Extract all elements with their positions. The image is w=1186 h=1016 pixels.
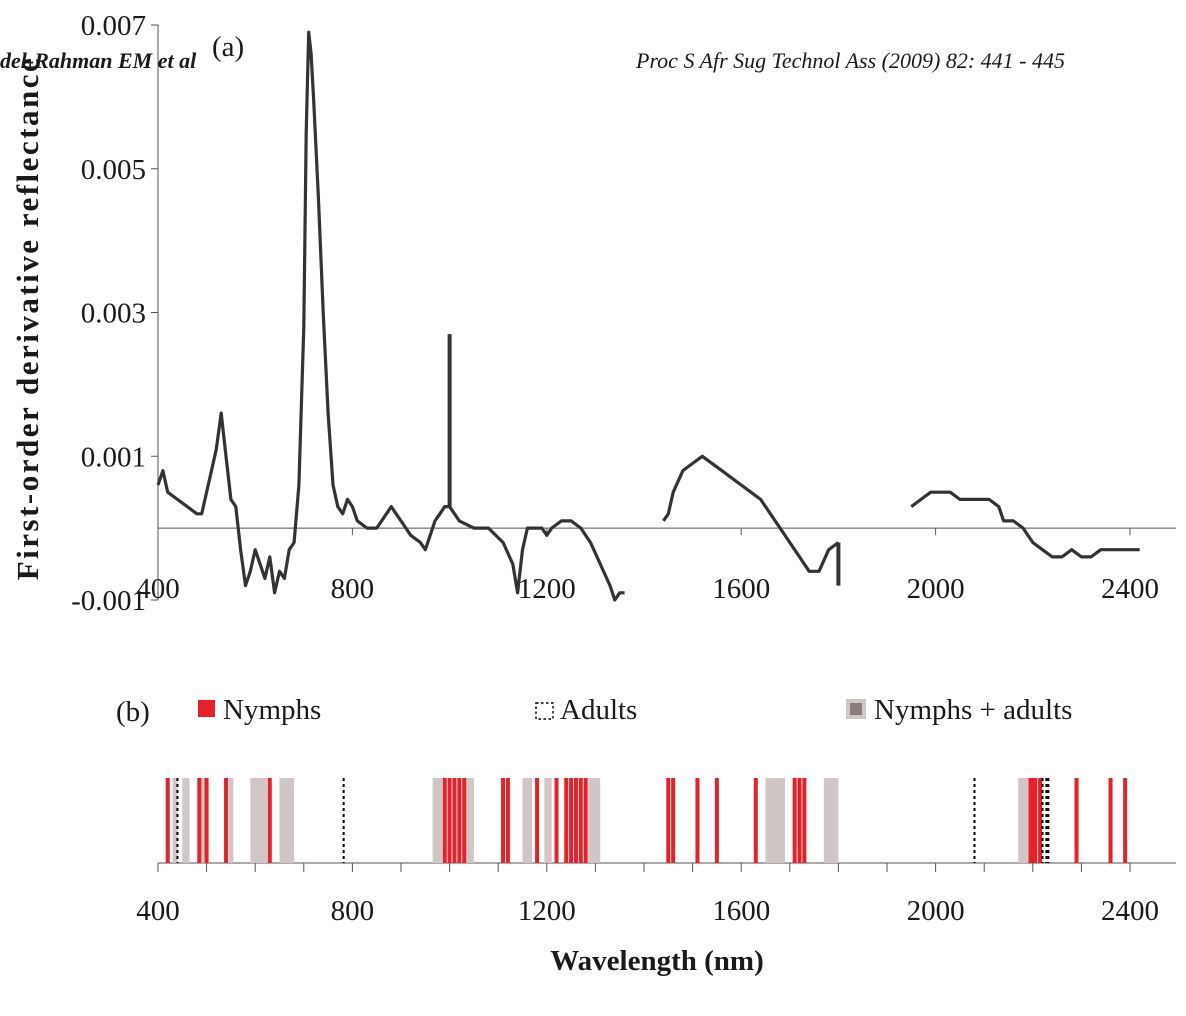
x-tick-label: 2400	[1101, 573, 1159, 605]
nymphs-adults-band	[1018, 778, 1028, 863]
band-layer	[172, 778, 1028, 863]
y-tick-label: 0.005	[81, 154, 146, 186]
nymphs-adults-band	[260, 778, 268, 863]
nymphs-band-line	[462, 778, 467, 863]
spectrum-line-segment	[910, 490, 1140, 559]
nymphs-band-line	[1108, 778, 1113, 863]
b-x-tick-label: 2000	[907, 895, 965, 927]
nymphs-band-line	[197, 778, 202, 863]
nymphs-adults-band	[279, 778, 295, 863]
nymphs-band-line	[224, 778, 229, 863]
x-tick-label: 1600	[712, 573, 770, 605]
nymphs-adults-band	[228, 778, 234, 863]
nymphs-adults-band	[464, 778, 474, 863]
nymphs-band-line	[1074, 778, 1079, 863]
legend-label-nymphs-adults: Nymphs + adults	[874, 694, 1072, 726]
header-citation: Proc S Afr Sug Technol Ass (2009) 82: 44…	[636, 48, 1065, 73]
nymphs-adults-band	[199, 778, 207, 863]
nymphs-band-line	[267, 778, 272, 863]
nymphs-band-line	[792, 778, 797, 863]
b-x-ticks: 400 800 1200 1600 2000 2400	[136, 863, 1159, 927]
nymphs-adults-band	[522, 778, 533, 863]
nymphs-band-line	[797, 778, 802, 863]
nymphs-band-line	[442, 778, 447, 863]
nymphs-adults-band	[823, 778, 839, 863]
x-ticks: 400 800 1200 1600 2000 2400	[136, 528, 1159, 605]
nymphs-band-line	[554, 778, 559, 863]
nymphs-adults-band	[172, 778, 178, 863]
nymphs-band-line	[583, 778, 588, 863]
plot-area	[156, 30, 1140, 602]
nymphs-band-line	[753, 778, 758, 863]
y-axis-label: First-order derivative reflectance	[10, 56, 45, 581]
panel-a-label: (a)	[212, 31, 244, 63]
legend-label-adults: Adults	[560, 694, 637, 726]
nymphs-band-line	[564, 778, 569, 863]
nymphs-band-line	[165, 778, 170, 863]
spectrum-line-segment	[662, 454, 840, 573]
nymphs-band-line	[671, 778, 676, 863]
b-x-tick-label: 1600	[712, 895, 770, 927]
nymphs-band-line	[1033, 778, 1038, 863]
b-x-tick-label: 800	[331, 895, 375, 927]
b-x-tick-label: 1200	[518, 895, 576, 927]
nymphs-band-line	[569, 778, 574, 863]
nymphs-adults-band	[432, 778, 443, 863]
nymphs-adults-band	[250, 778, 261, 863]
spectrum-line-segment	[156, 30, 625, 602]
nymphs-adults-band	[182, 778, 190, 863]
y-tick-label: -0.001	[71, 585, 146, 617]
legend-label-nymphs: Nymphs	[223, 694, 321, 726]
nymphs-band-line	[1038, 778, 1043, 863]
legend-swatch-adults	[535, 702, 554, 720]
nymphs-adults-band	[588, 778, 601, 863]
y-tick-label: 0.003	[81, 298, 146, 330]
nymphs-band-line	[204, 778, 209, 863]
nymphs-band-line	[714, 778, 719, 863]
legend: Nymphs Adults Nymphs + adults	[198, 694, 1072, 726]
nymphs-band-line	[695, 778, 700, 863]
legend-swatch-nymphs-adults-inner	[850, 703, 862, 715]
nymphs-band-line	[505, 778, 510, 863]
nymphs-band-line	[666, 778, 671, 863]
nymphs-band-line	[802, 778, 807, 863]
nymphs-band-line	[1123, 778, 1128, 863]
x-axis-label: Wavelength (nm)	[550, 945, 763, 977]
nymphs-adults-band	[765, 778, 785, 863]
panel-b-label: (b)	[116, 696, 150, 728]
panel-a: First-order derivative reflectance (a) -…	[10, 10, 1176, 617]
nymphs-band-line	[447, 778, 452, 863]
b-x-tick-label: 2400	[1101, 895, 1159, 927]
legend-swatch-nymphs	[198, 700, 215, 717]
y-tick-label: 0.007	[81, 10, 146, 42]
panel-b: (b) Nymphs Adults Nymphs + adults 400 800…	[116, 694, 1176, 977]
nymphs-band-line	[573, 778, 578, 863]
y-ticks: -0.001 0.001 0.003 0.005 0.007	[71, 10, 158, 617]
nymphs-band-line	[578, 778, 583, 863]
nymphs-band-line	[535, 778, 540, 863]
nymphs-adults-band	[544, 778, 552, 863]
nymphs-band-line	[1028, 778, 1033, 863]
x-tick-label: 1200	[518, 573, 576, 605]
x-tick-label: 2000	[907, 573, 965, 605]
b-x-tick-label: 400	[136, 895, 180, 927]
y-tick-label: 0.001	[81, 441, 146, 473]
x-tick-label: 400	[136, 573, 180, 605]
nymphs-band-line	[1030, 778, 1035, 863]
nymphs-band-line	[457, 778, 462, 863]
nymphs-band-line	[501, 778, 506, 863]
x-tick-label: 800	[331, 573, 375, 605]
header-author: del-Rahman EM et al	[0, 48, 197, 73]
nymphs-band-line	[452, 778, 457, 863]
line-layer	[165, 778, 1128, 863]
